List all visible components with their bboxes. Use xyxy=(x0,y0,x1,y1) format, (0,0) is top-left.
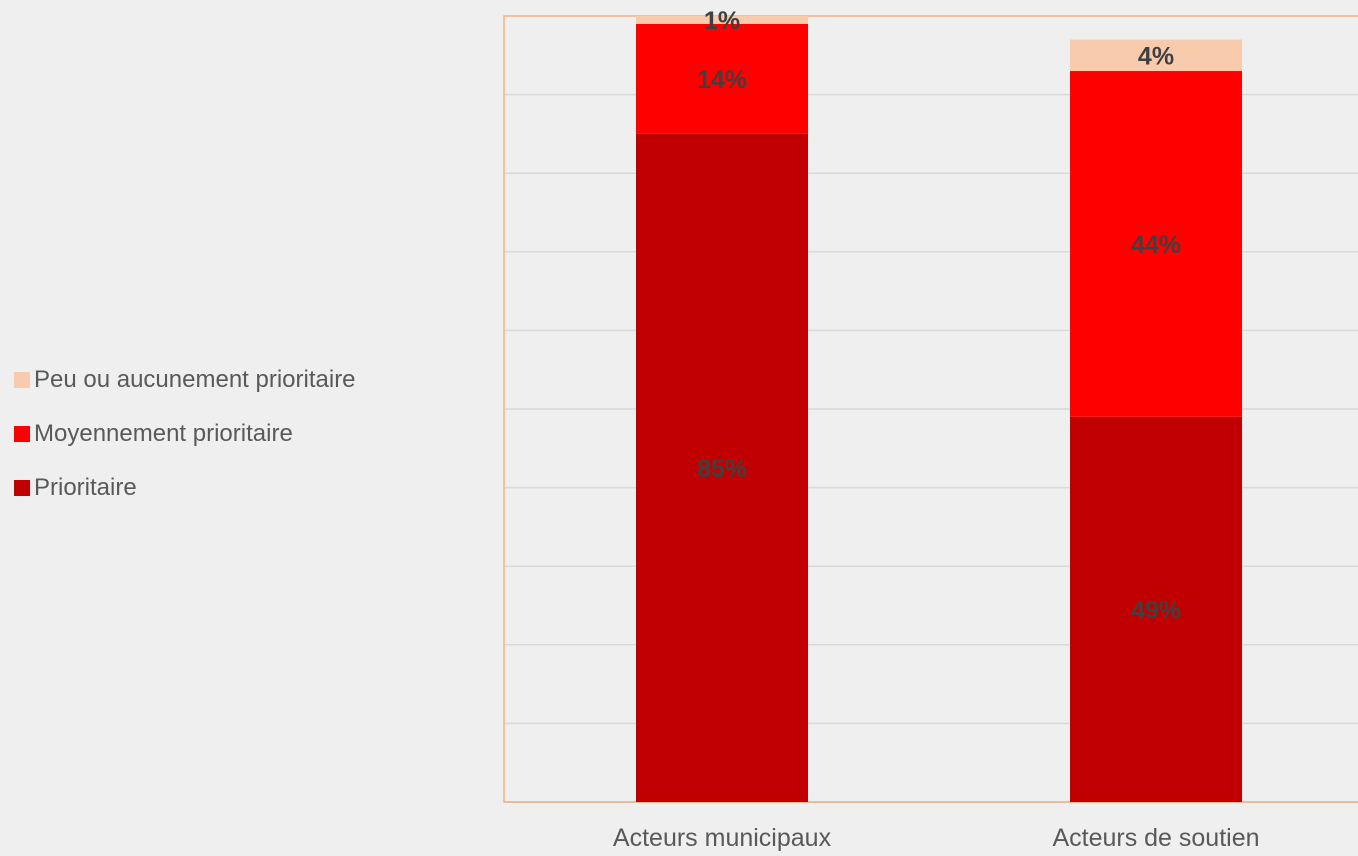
chart-legend: Peu ou aucunement prioritaire Moyennement… xyxy=(14,366,356,502)
legend-label-prioritaire: Prioritaire xyxy=(34,474,137,501)
legend-item-prioritaire: Prioritaire xyxy=(14,474,356,502)
bar-segment-peu-ou-aucunement-prioritaire-acteurs-municipaux xyxy=(636,16,808,24)
legend-item-moyennement-prioritaire: Moyennement prioritaire xyxy=(14,420,356,448)
data-label-prioritaire-acteurs-de-soutien: 49% xyxy=(1131,596,1181,624)
legend-label-peu-ou-aucunement-prioritaire: Peu ou aucunement prioritaire xyxy=(34,366,356,393)
x-axis-tick-labels: Acteurs municipaux Acteurs de soutien xyxy=(613,824,1260,852)
legend-item-peu-ou-aucunement-prioritaire: Peu ou aucunement prioritaire xyxy=(14,366,356,394)
data-label-peu-ou-aucunement-prioritaire-acteurs-de-soutien: 4% xyxy=(1138,42,1174,70)
bar-segment-moyennement-prioritaire-acteurs-municipaux xyxy=(636,23,808,134)
data-labels: 85% 14% 1% 49% 44% 4% xyxy=(697,7,1181,624)
legend-label-moyennement-prioritaire: Moyennement prioritaire xyxy=(34,420,293,447)
data-label-prioritaire-acteurs-municipaux: 85% xyxy=(697,455,747,483)
legend-swatch-peu-ou-aucunement-prioritaire xyxy=(14,372,30,388)
bar-segment-prioritaire-acteurs-municipaux xyxy=(636,133,808,802)
legend-swatch-prioritaire xyxy=(14,480,30,496)
data-label-moyennement-prioritaire-acteurs-municipaux: 14% xyxy=(697,66,747,94)
x-tick-label-acteurs-de-soutien: Acteurs de soutien xyxy=(1052,824,1259,852)
bars xyxy=(636,16,1242,802)
plot-area-border xyxy=(503,15,1358,803)
bar-segment-prioritaire-acteurs-de-soutien xyxy=(1070,416,1242,802)
data-label-peu-ou-aucunement-prioritaire-acteurs-municipaux: 1% xyxy=(704,7,740,35)
legend-swatch-moyennement-prioritaire xyxy=(14,426,30,442)
data-label-moyennement-prioritaire-acteurs-de-soutien: 44% xyxy=(1131,231,1181,259)
x-tick-label-acteurs-municipaux: Acteurs municipaux xyxy=(613,824,832,852)
bar-segment-peu-ou-aucunement-prioritaire-acteurs-de-soutien xyxy=(1070,39,1242,72)
bar-segment-moyennement-prioritaire-acteurs-de-soutien xyxy=(1070,71,1242,417)
